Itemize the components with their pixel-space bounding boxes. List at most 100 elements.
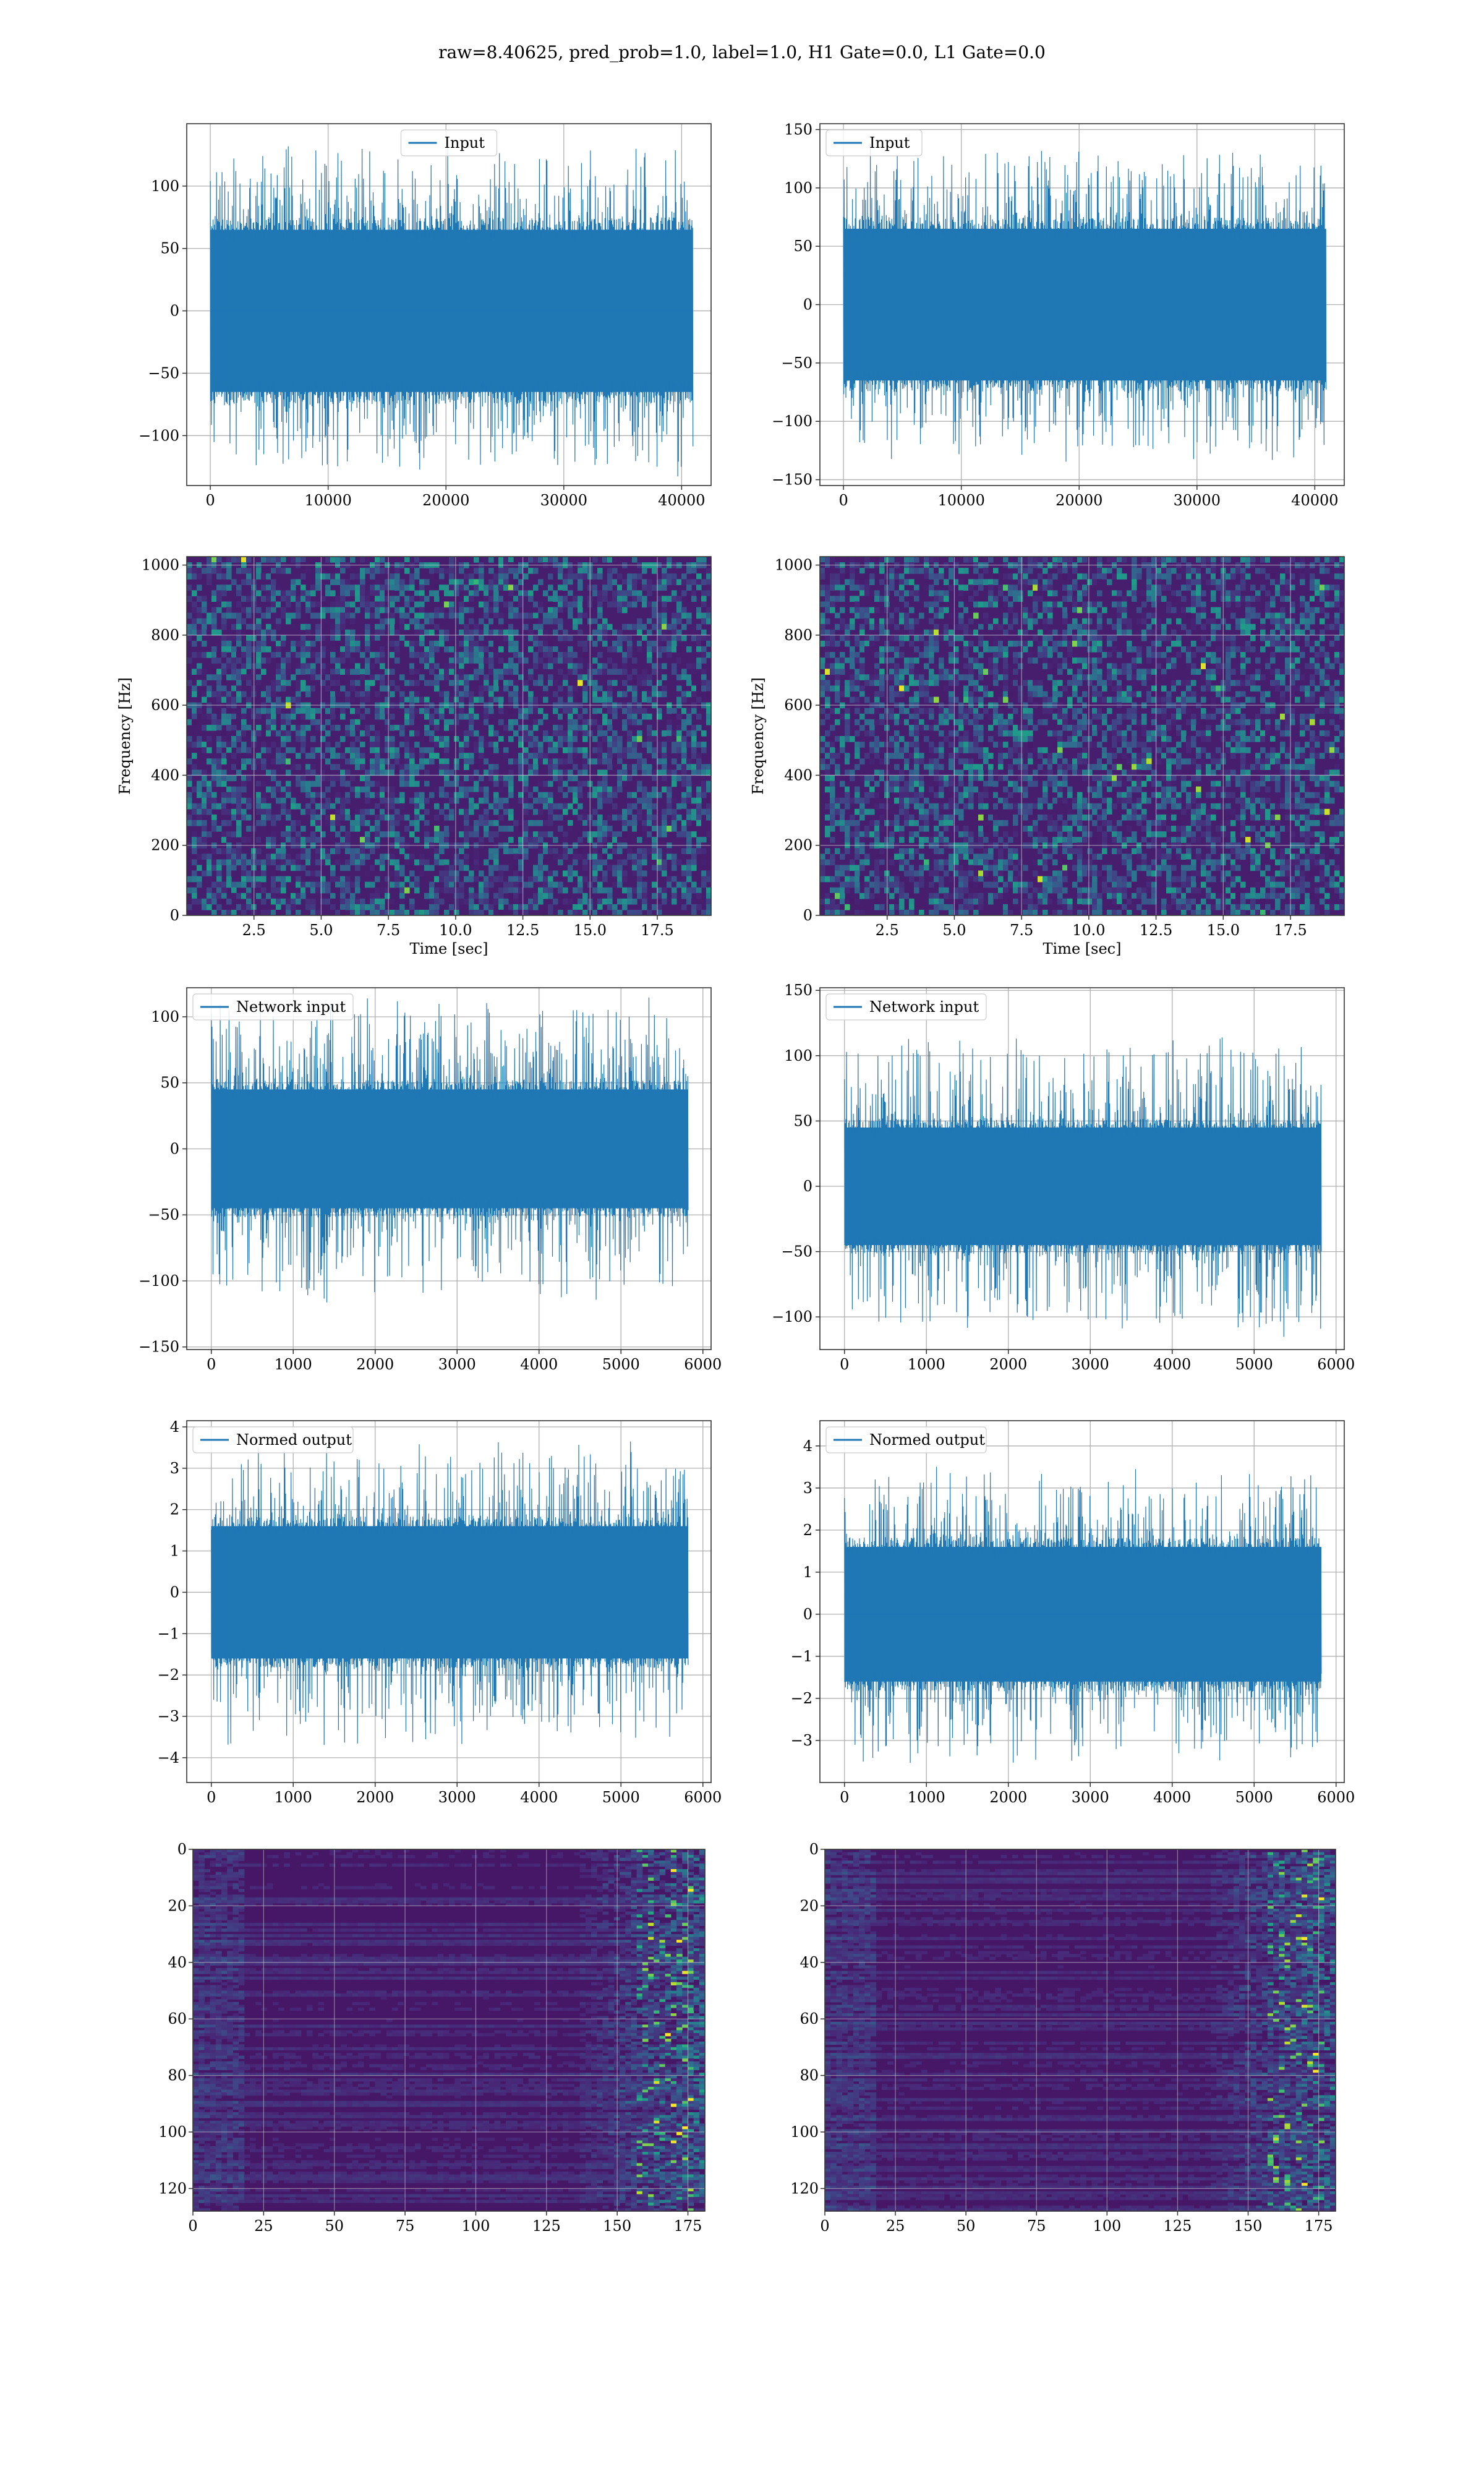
panel-row2-right-cell (835, 579, 840, 585)
panel-row2-left-cell (246, 899, 252, 905)
panel-row2-left-cell (662, 674, 667, 680)
panel-row2-right-cell (864, 775, 870, 781)
panel-row2-left-cell (360, 742, 365, 748)
panel-row2-right-cell (840, 904, 845, 910)
panel-row2-left-cell (469, 859, 474, 865)
panel-row2-left-cell (464, 815, 469, 821)
panel-row2-left-cell (686, 792, 692, 798)
panel-row2-left-cell (231, 871, 237, 877)
panel-row2-left-cell (380, 831, 385, 837)
panel-row2-left-cell (211, 910, 217, 916)
panel-row2-left-cell (696, 652, 702, 658)
panel-row2-right-cell (934, 630, 939, 636)
panel-row2-left-cell (543, 758, 548, 764)
panel-row2-left-cell (696, 753, 702, 759)
panel-row2-left-cell (226, 607, 232, 614)
panel-row2-left-cell (301, 809, 306, 815)
panel-row2-left-cell (503, 809, 509, 815)
panel-row2-left-cell (296, 781, 301, 787)
panel-row2-left-cell (360, 809, 365, 815)
panel-row2-left-cell (686, 848, 692, 854)
panel-row2-left-cell (533, 624, 539, 630)
panel-row2-left-cell (454, 697, 459, 703)
panel-row2-left-cell (642, 820, 647, 826)
panel-row2-left-cell (672, 798, 677, 804)
panel-row2-left-cell (439, 792, 445, 798)
panel-row2-left-cell (246, 725, 252, 731)
panel-row2-left-cell (444, 910, 450, 916)
panel-row2-left-cell (197, 865, 202, 871)
panel-row2-left-cell (246, 557, 252, 563)
panel-row2-left-cell (340, 669, 346, 675)
panel-row2-left-cell (469, 708, 474, 714)
panel-row2-left-cell (676, 859, 682, 865)
panel-row2-left-cell (488, 876, 494, 883)
panel-row2-left-cell (647, 820, 652, 826)
panel-row2-right-cell (904, 792, 910, 798)
panel-row2-left-cell (484, 590, 489, 596)
panel-row2-left-cell (365, 630, 370, 636)
panel-row2-right-cell (929, 899, 934, 905)
panel-row2-left-cell (197, 669, 202, 675)
panel-row2-left-cell (493, 820, 499, 826)
panel-row2-left-cell (558, 904, 563, 910)
panel-row2-left-cell (612, 557, 618, 563)
panel-row2-left-cell (241, 876, 247, 883)
panel-row2-left-cell (439, 758, 445, 764)
panel-row2-left-cell (390, 820, 395, 826)
panel-row2-left-cell (498, 708, 504, 714)
panel-row2-left-cell (216, 568, 222, 574)
panel-row2-left-cell (345, 859, 351, 865)
panel-row2-right-cell (869, 747, 875, 753)
panel-row2-left-cell (424, 859, 430, 865)
panel-row2-left-cell (202, 837, 207, 843)
panel-row2-right-cell (820, 613, 825, 619)
panel-row2-left-cell (335, 663, 341, 669)
panel-row2-right-cell (929, 714, 934, 720)
panel-row2-left-cell (236, 584, 242, 591)
panel-row2-left-cell (632, 714, 638, 720)
panel-row2-right-cell (825, 652, 830, 658)
panel-row2-left-cell (414, 680, 420, 686)
panel-row2-left-cell (667, 736, 672, 742)
panel-row2-left-cell (345, 781, 351, 787)
panel-row2-left-cell (558, 602, 563, 608)
panel-row2-left-cell (375, 708, 380, 714)
panel-row2-left-cell (464, 641, 469, 647)
panel-row2-left-cell (617, 758, 623, 764)
panel-row2-left-cell (429, 899, 435, 905)
panel-row2-right-cell (889, 669, 895, 675)
panel-row2-left-cell (513, 624, 519, 630)
panel-row2-left-cell (286, 910, 291, 916)
panel-row2-left-cell (370, 590, 375, 596)
panel-row2-left-cell (360, 602, 365, 608)
panel-row2-right-cell (855, 697, 860, 703)
panel-row2-left-cell (538, 674, 544, 680)
panel-row2-right-cell (859, 641, 865, 647)
panel-row2-right-cell (859, 848, 865, 854)
panel-row2-left-cell (424, 893, 430, 899)
panel-row2-right-cell (855, 899, 860, 905)
panel-row2-left-cell (360, 747, 365, 753)
panel-row2-left-cell (271, 557, 276, 563)
panel-row2-left-cell (691, 590, 697, 596)
panel-row2-left-cell (291, 590, 296, 596)
panel-row2-left-cell (592, 820, 598, 826)
panel-row2-left-cell (523, 685, 529, 691)
panel-row2-left-cell (340, 568, 346, 574)
panel-row2-right-cell (934, 815, 939, 821)
panel-row2-left-cell (637, 871, 642, 877)
panel-row2-left-cell (192, 568, 197, 574)
panel-row2-left-cell (533, 753, 539, 759)
panel-row2-right-cell (835, 590, 840, 596)
panel-row2-left-cell (464, 584, 469, 591)
panel-row2-left-cell (578, 579, 583, 585)
panel-row2-right-cell (924, 730, 929, 737)
panel-row2-left-cell (305, 674, 311, 680)
panel-row2-right-cell (899, 596, 905, 602)
panel-row2-left-cell (469, 635, 474, 641)
panel-row2-left-cell (597, 697, 603, 703)
panel-row2-left-cell (301, 893, 306, 899)
panel-row2-left-cell (662, 769, 667, 776)
panel-row2-left-cell (399, 882, 405, 888)
